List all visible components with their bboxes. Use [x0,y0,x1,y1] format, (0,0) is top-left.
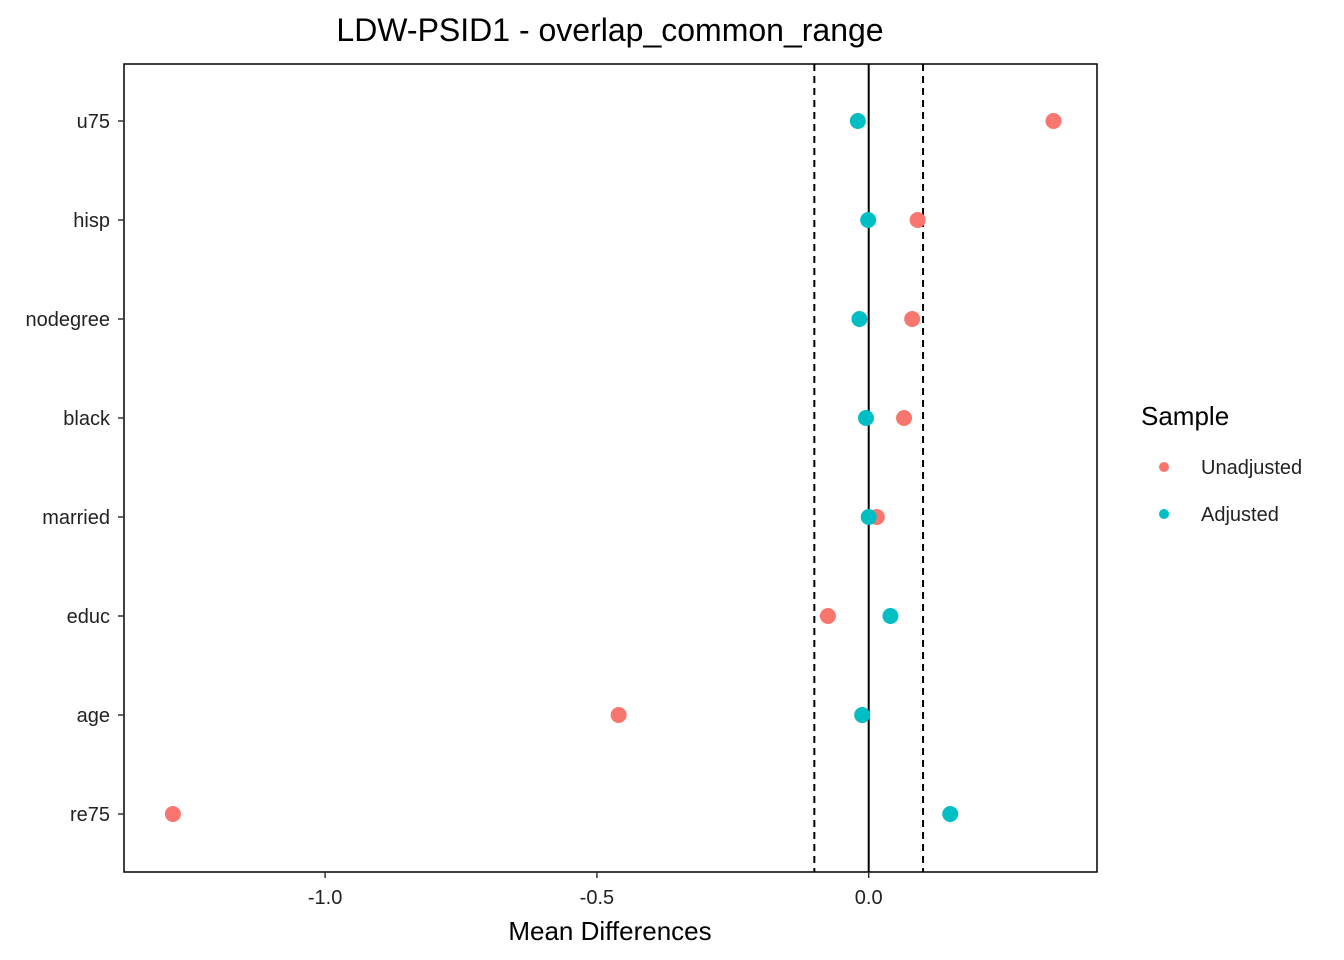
plot-panel-border [123,63,1098,873]
point-unadjusted-educ [819,608,836,624]
y-tick-label-educ: educ [67,606,110,628]
y-tick-label-u75: u75 [77,111,110,133]
y-axis: re75 age educ married black nodegree hisp u75 [25,111,124,826]
legend-key-unadjusted [1159,462,1169,472]
legend-label-unadjusted: Unadjusted [1201,457,1302,479]
y-tick-label-married: married [42,507,110,529]
point-adjusted-married [860,509,877,525]
point-unadjusted-hisp [909,212,926,228]
point-adjusted-re75 [942,806,959,822]
point-adjusted-nodegree [851,311,868,327]
legend-title: Sample [1141,401,1229,431]
x-tick-label-0: -1.0 [308,887,342,909]
point-adjusted-hisp [860,212,877,228]
x-axis-title: Mean Differences [508,916,711,946]
point-unadjusted-black [896,410,913,426]
point-unadjusted-nodegree [904,311,921,327]
plot-area [123,63,1098,873]
legend-label-adjusted: Adjusted [1201,504,1279,526]
x-tick-label-1: -0.5 [580,887,614,909]
data-points [164,113,1062,822]
point-adjusted-black [857,410,874,426]
point-adjusted-u75 [849,113,866,129]
x-axis: -1.0 -0.5 0.0 [308,872,883,909]
x-tick-label-2: 0.0 [855,887,883,909]
point-unadjusted-age [610,707,627,723]
y-tick-label-black: black [63,408,111,430]
point-unadjusted-u75 [1045,113,1062,129]
point-adjusted-age [854,707,871,723]
reference-lines [813,64,925,872]
y-tick-label-age: age [77,705,110,727]
legend-key-adjusted [1159,509,1169,519]
y-tick-label-re75: re75 [70,804,110,826]
y-tick-label-hisp: hisp [73,210,110,232]
point-unadjusted-re75 [164,806,181,822]
y-tick-label-nodegree: nodegree [25,309,110,331]
legend: Sample Unadjusted Adjusted [1141,401,1302,526]
chart-title: LDW-PSID1 - overlap_common_range [336,12,883,48]
point-adjusted-educ [882,608,899,624]
